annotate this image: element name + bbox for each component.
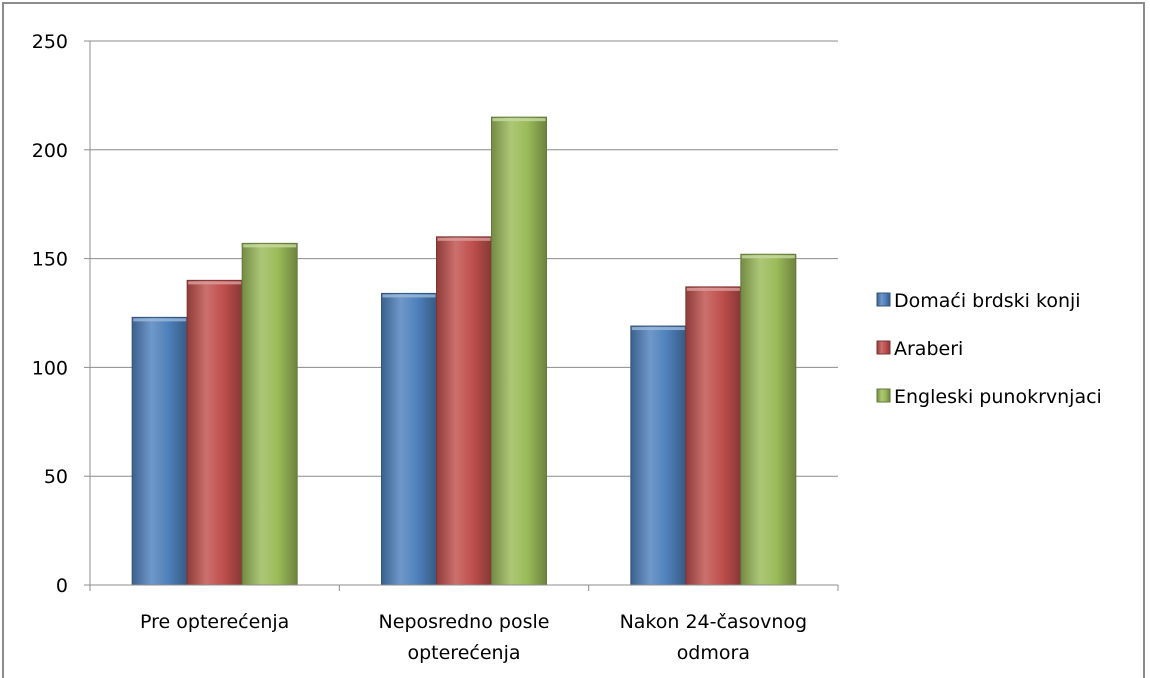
legend-label: Araberi — [894, 338, 963, 360]
bar — [630, 325, 687, 586]
bar — [186, 279, 243, 586]
bar — [740, 253, 797, 586]
bar-highlight — [631, 327, 685, 331]
legend-swatch — [876, 388, 891, 403]
bar — [491, 116, 547, 586]
bar — [241, 242, 298, 586]
bar — [436, 236, 492, 586]
y-tick-label: 250 — [32, 31, 68, 53]
x-axis-labels: Pre opterećenja Neposredno posle opterećen… — [140, 611, 807, 664]
x-tick-label: Pre opterećenja — [140, 611, 289, 633]
bar — [131, 316, 188, 586]
legend-swatch — [876, 340, 891, 355]
x-tick-label: Neposredno posle — [379, 611, 550, 633]
y-tick-label: 50 — [44, 466, 68, 488]
y-axis-ticks: 0 50 100 150 200 250 — [32, 31, 90, 597]
bar-highlight — [437, 237, 491, 241]
x-tick-label: opterećenja — [407, 642, 520, 664]
x-axis — [89, 41, 839, 591]
bar-highlight — [133, 318, 187, 322]
bar-highlight — [382, 294, 436, 298]
bar-highlight — [686, 287, 740, 291]
legend: Domaći brdski konji Araberi Engleski punok… — [876, 290, 1102, 408]
bars — [131, 116, 797, 586]
bar-highlight — [741, 255, 795, 259]
legend-label: Domaći brdski konji — [894, 290, 1081, 312]
bar — [381, 292, 437, 586]
y-tick-label: 200 — [32, 140, 68, 162]
y-tick-label: 100 — [32, 357, 68, 379]
legend-label: Engleski punokrvnjaci — [894, 386, 1102, 408]
y-tick-label: 0 — [56, 575, 68, 597]
bar-highlight — [188, 281, 242, 285]
legend-swatch — [876, 292, 891, 307]
y-tick-label: 150 — [32, 249, 68, 271]
bar — [685, 286, 742, 586]
x-tick-label: Nakon 24-časovnog — [620, 611, 808, 633]
x-tick-label: odmora — [677, 642, 750, 664]
bar-highlight — [492, 118, 546, 122]
bar-highlight — [243, 244, 297, 248]
